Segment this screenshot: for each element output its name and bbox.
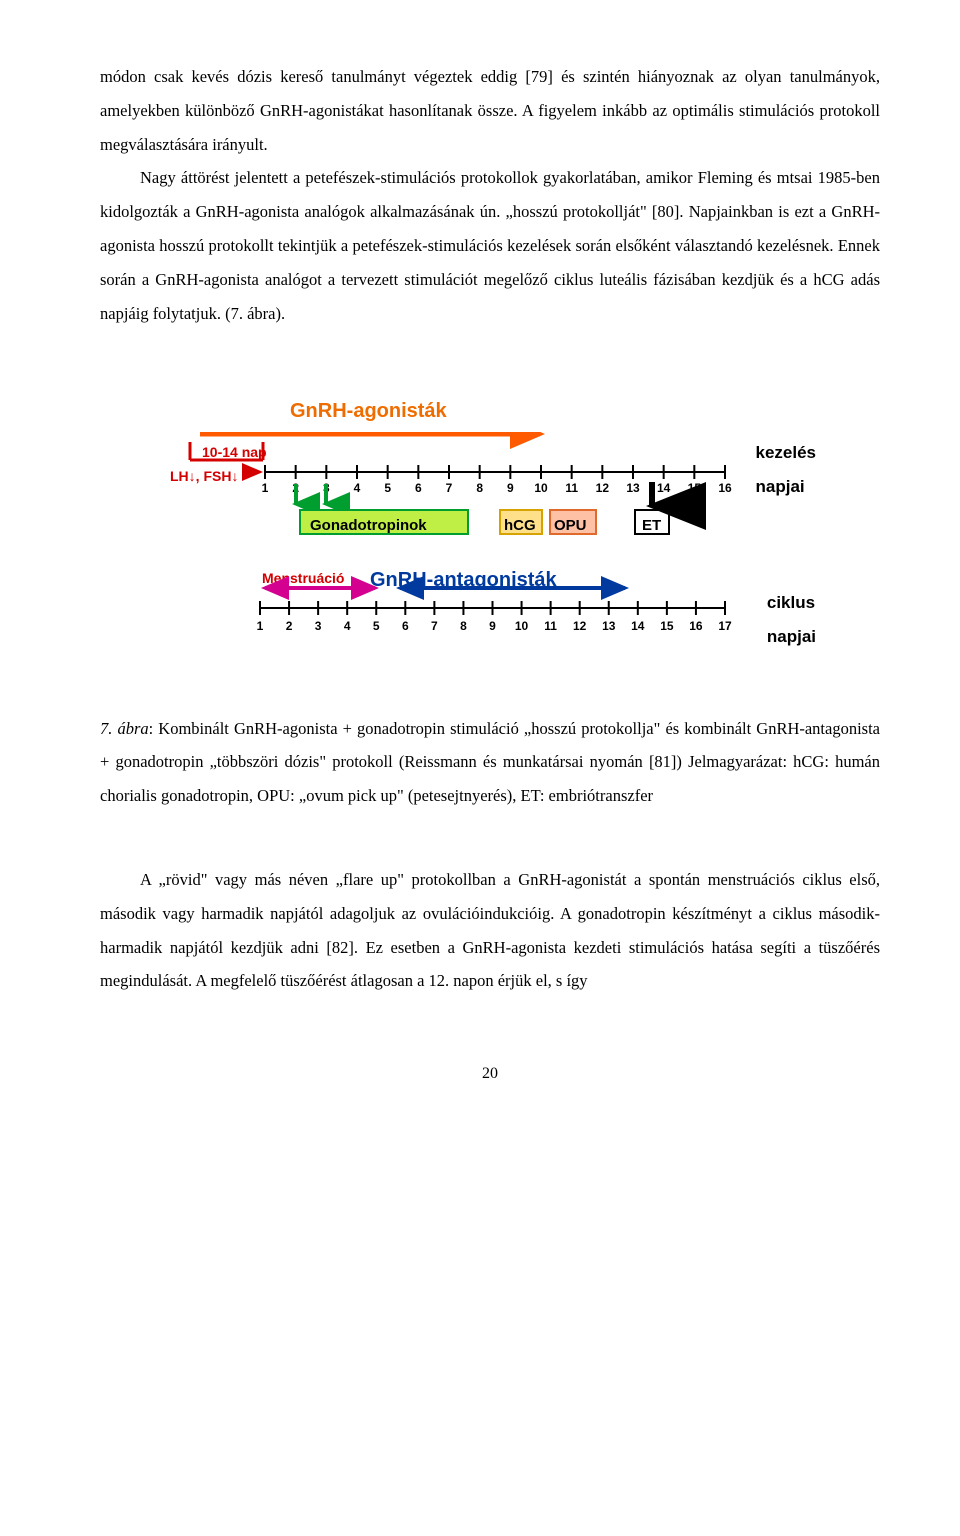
paragraph-1: módon csak kevés dózis kereső tanulmányt… bbox=[100, 60, 880, 161]
svg-text:11: 11 bbox=[544, 619, 557, 633]
svg-text:4: 4 bbox=[354, 481, 361, 495]
svg-text:16: 16 bbox=[718, 481, 732, 495]
figure-caption: 7. ábra: Kombinált GnRH-agonista + gonad… bbox=[100, 712, 880, 813]
et-label: ET bbox=[642, 511, 661, 542]
svg-text:16: 16 bbox=[689, 619, 703, 633]
svg-text:9: 9 bbox=[507, 481, 514, 495]
svg-text:5: 5 bbox=[373, 619, 380, 633]
svg-text:4: 4 bbox=[344, 619, 351, 633]
svg-text:7: 7 bbox=[431, 619, 438, 633]
svg-text:12: 12 bbox=[596, 481, 610, 495]
svg-text:8: 8 bbox=[460, 619, 467, 633]
paragraph-2: Nagy áttörést jelentett a petefészek-sti… bbox=[100, 161, 880, 330]
svg-text:1: 1 bbox=[257, 619, 264, 633]
svg-text:14: 14 bbox=[631, 619, 645, 633]
hcg-label: hCG bbox=[504, 511, 536, 542]
svg-text:5: 5 bbox=[384, 481, 391, 495]
svg-text:15: 15 bbox=[688, 481, 702, 495]
svg-text:10: 10 bbox=[515, 619, 529, 633]
paragraph-3: A „rövid" vagy más néven „flare up" prot… bbox=[100, 863, 880, 998]
gonadotropin-label: Gonadotropinok bbox=[310, 511, 427, 542]
svg-text:17: 17 bbox=[718, 619, 732, 633]
svg-text:10: 10 bbox=[534, 481, 548, 495]
svg-text:12: 12 bbox=[573, 619, 587, 633]
svg-text:14: 14 bbox=[657, 481, 671, 495]
svg-text:3: 3 bbox=[315, 619, 322, 633]
svg-text:8: 8 bbox=[476, 481, 483, 495]
opu-label: OPU bbox=[554, 511, 587, 542]
svg-text:7: 7 bbox=[446, 481, 453, 495]
svg-text:9: 9 bbox=[489, 619, 496, 633]
svg-text:2: 2 bbox=[286, 619, 293, 633]
svg-text:15: 15 bbox=[660, 619, 674, 633]
svg-text:13: 13 bbox=[626, 481, 640, 495]
svg-text:13: 13 bbox=[602, 619, 616, 633]
agonist-title: GnRH-agonisták bbox=[290, 391, 810, 432]
page-number: 20 bbox=[100, 1058, 880, 1091]
caption-text: 7. ábra: Kombinált GnRH-agonista + gonad… bbox=[100, 719, 880, 806]
svg-text:1: 1 bbox=[262, 481, 269, 495]
protocol-diagram: GnRH-agonisták 10-14 nap kezelés napjai … bbox=[170, 391, 810, 662]
svg-text:6: 6 bbox=[402, 619, 409, 633]
svg-text:6: 6 bbox=[415, 481, 422, 495]
svg-text:11: 11 bbox=[565, 481, 578, 495]
